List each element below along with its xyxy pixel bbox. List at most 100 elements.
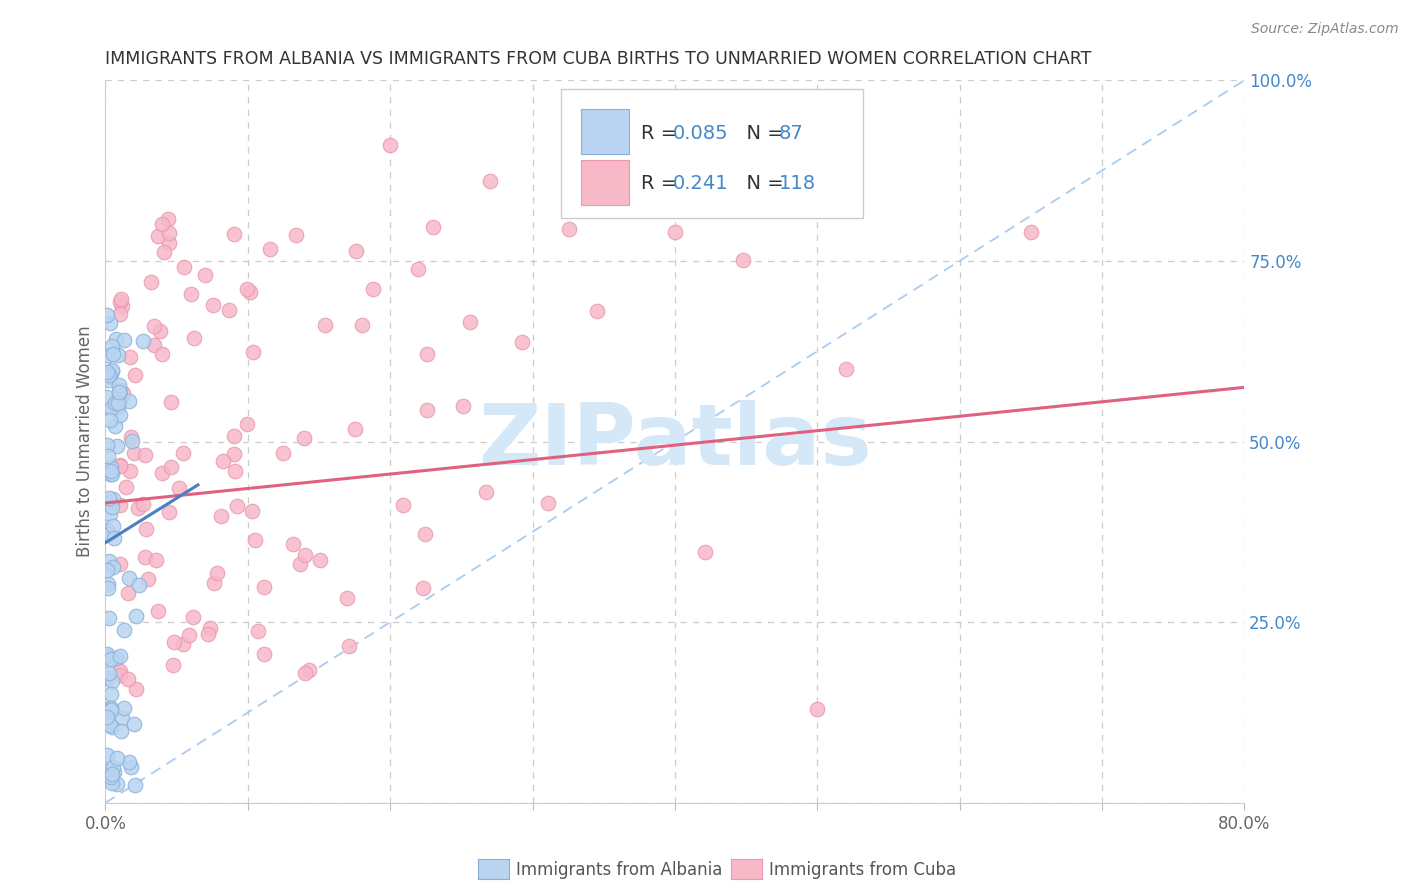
Point (253, 580, 276, 594)
Point (112, 624, 135, 638)
Point (98, 413, 121, 427)
Text: Immigrants from Cuba: Immigrants from Cuba (769, 861, 956, 879)
Point (125, 681, 148, 696)
Point (458, 315, 481, 329)
Point (163, 635, 186, 649)
Point (101, 401, 124, 416)
Text: Source: ZipAtlas.com: Source: ZipAtlas.com (1251, 22, 1399, 37)
Point (173, 260, 195, 275)
Point (149, 324, 172, 338)
Point (344, 422, 367, 436)
Point (120, 464, 142, 478)
Point (134, 550, 156, 565)
Point (475, 485, 498, 500)
Point (612, 198, 634, 212)
Point (211, 508, 233, 523)
Point (160, 459, 183, 474)
Point (150, 347, 173, 361)
Point (336, 591, 359, 605)
Point (224, 447, 246, 461)
Point (132, 497, 155, 511)
Point (97, 348, 120, 362)
Point (101, 519, 124, 533)
FancyBboxPatch shape (582, 160, 630, 204)
Point (142, 318, 165, 333)
Point (100, 720, 122, 734)
Point (236, 417, 259, 431)
Point (478, 174, 501, 188)
Point (98, 368, 121, 383)
Point (124, 717, 146, 731)
Point (238, 285, 260, 299)
Point (308, 553, 330, 567)
Point (416, 402, 439, 417)
Point (110, 649, 132, 664)
Point (243, 533, 266, 547)
Point (100, 767, 122, 781)
Point (124, 368, 146, 382)
Point (143, 337, 166, 351)
Point (422, 220, 444, 235)
Point (100, 464, 122, 478)
Point (108, 667, 131, 681)
Point (101, 364, 124, 378)
Point (259, 242, 281, 256)
Point (253, 647, 276, 661)
Point (112, 700, 135, 714)
Point (835, 362, 858, 376)
Point (288, 557, 311, 571)
Point (180, 287, 202, 301)
Point (98, 467, 121, 482)
Point (132, 334, 155, 348)
Point (101, 500, 124, 514)
Point (157, 226, 180, 240)
Point (157, 235, 180, 250)
Point (107, 396, 129, 410)
Point (110, 723, 132, 738)
Point (108, 378, 131, 392)
Point (160, 394, 183, 409)
Point (97, 611, 120, 625)
Point (100, 770, 122, 784)
Point (242, 344, 264, 359)
Point (183, 331, 205, 345)
Point (96, 764, 118, 779)
Point (103, 765, 125, 780)
Point (294, 665, 316, 680)
Point (111, 386, 134, 401)
Point (148, 229, 170, 244)
Point (352, 318, 374, 332)
Point (98, 491, 121, 505)
Point (100, 652, 122, 666)
Point (246, 624, 269, 638)
Point (284, 228, 307, 243)
Point (98, 666, 121, 681)
Point (108, 557, 131, 571)
Point (117, 585, 139, 599)
Point (179, 627, 201, 641)
Point (108, 458, 131, 472)
Point (224, 463, 246, 477)
Point (218, 303, 240, 318)
Point (97, 577, 120, 591)
Point (101, 347, 124, 361)
Point (283, 537, 305, 551)
Point (222, 428, 245, 442)
Point (120, 760, 142, 774)
Point (100, 701, 122, 715)
Point (412, 581, 434, 595)
Point (141, 275, 163, 289)
Point (298, 664, 321, 678)
Point (1019, 225, 1042, 239)
Point (337, 640, 360, 654)
Text: N =: N = (734, 123, 790, 143)
Point (96, 710, 118, 724)
Point (226, 499, 249, 513)
Point (98, 718, 121, 732)
Point (292, 431, 315, 445)
Point (127, 501, 149, 516)
Point (157, 504, 180, 518)
Point (108, 384, 131, 398)
Point (120, 430, 142, 444)
Point (124, 778, 146, 792)
